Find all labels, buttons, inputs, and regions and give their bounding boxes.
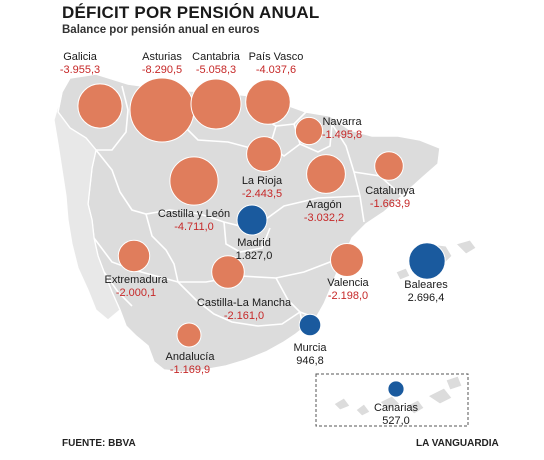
region-name-castilla-la-mancha: Castilla-La Mancha bbox=[197, 297, 292, 309]
region-value-valencia: -2.198,0 bbox=[328, 290, 368, 302]
region-value-castilla-la-mancha: -2.161,0 bbox=[224, 310, 264, 322]
bubble-madrid bbox=[236, 204, 268, 236]
bubble-canarias bbox=[387, 380, 405, 398]
region-value-la-rioja: -2.443,5 bbox=[242, 188, 282, 200]
credit-note: LA VANGUARDIA bbox=[416, 438, 499, 449]
portugal-area bbox=[53, 91, 121, 321]
bubble-layer bbox=[77, 77, 446, 398]
bubble-galicia bbox=[77, 83, 123, 129]
bubble-pais-vasco bbox=[245, 79, 291, 125]
map-subtitle: Balance por pensión anual en euros bbox=[62, 24, 260, 36]
region-name-extremadura: Extremadura bbox=[105, 274, 169, 286]
region-name-aragon: Aragón bbox=[306, 199, 341, 211]
bubble-castilla-y-leon bbox=[169, 156, 219, 206]
region-value-extremadura: -2.000,1 bbox=[116, 287, 156, 299]
map-title: DÉFICIT POR PENSIÓN ANUAL bbox=[62, 3, 320, 22]
region-value-catalunya: -1.663,9 bbox=[370, 198, 410, 210]
region-value-asturias: -8.290,5 bbox=[142, 64, 182, 76]
region-name-castilla-y-leon: Castilla y León bbox=[158, 208, 230, 220]
region-name-pais-vasco: País Vasco bbox=[249, 51, 304, 63]
region-name-navarra: Navarra bbox=[322, 116, 362, 128]
region-value-canarias: 527,0 bbox=[382, 415, 410, 427]
region-name-andalucia: Andalucía bbox=[166, 351, 216, 363]
region-name-cantabria: Cantabria bbox=[192, 51, 241, 63]
bubble-extremadura bbox=[117, 239, 151, 273]
bubble-aragon bbox=[306, 154, 346, 194]
region-value-madrid: 1.827,0 bbox=[236, 250, 273, 262]
region-value-aragon: -3.032,2 bbox=[304, 212, 344, 224]
region-value-pais-vasco: -4.037,6 bbox=[256, 64, 296, 76]
bubble-valencia bbox=[330, 243, 364, 277]
region-value-cantabria: -5.058,3 bbox=[196, 64, 236, 76]
bubble-la-rioja bbox=[246, 136, 282, 172]
region-value-murcia: 946,8 bbox=[296, 355, 324, 367]
region-name-galicia: Galicia bbox=[63, 51, 98, 63]
region-name-asturias: Asturias bbox=[142, 51, 182, 63]
canarias-inset bbox=[315, 373, 469, 427]
region-name-catalunya: Catalunya bbox=[365, 185, 415, 197]
region-name-baleares: Baleares bbox=[404, 279, 448, 291]
region-name-murcia: Murcia bbox=[293, 342, 327, 354]
bubble-murcia bbox=[298, 313, 322, 337]
bubble-andalucia bbox=[176, 322, 202, 348]
region-value-galicia: -3.955,3 bbox=[60, 64, 100, 76]
region-name-valencia: Valencia bbox=[327, 277, 369, 289]
bubble-cantabria bbox=[190, 78, 242, 130]
bubble-castilla-la-mancha bbox=[211, 255, 245, 289]
source-note: FUENTE: BBVA bbox=[62, 438, 136, 449]
region-value-andalucia: -1.169,9 bbox=[170, 364, 210, 376]
region-name-la-rioja: La Rioja bbox=[242, 175, 283, 187]
label-layer: Galicia-3.955,3 Asturias-8.290,5 Cantabria… bbox=[60, 51, 448, 427]
bubble-baleares bbox=[408, 242, 446, 280]
bubble-catalunya bbox=[374, 151, 404, 181]
region-name-madrid: Madrid bbox=[237, 237, 271, 249]
region-value-baleares: 2.696,4 bbox=[408, 292, 445, 304]
region-name-canarias: Canarias bbox=[374, 402, 419, 414]
region-value-navarra: -1.495,8 bbox=[322, 129, 362, 141]
bubble-navarra bbox=[294, 116, 324, 146]
region-value-castilla-y-leon: -4.711,0 bbox=[174, 221, 214, 233]
bubble-asturias bbox=[129, 77, 195, 143]
